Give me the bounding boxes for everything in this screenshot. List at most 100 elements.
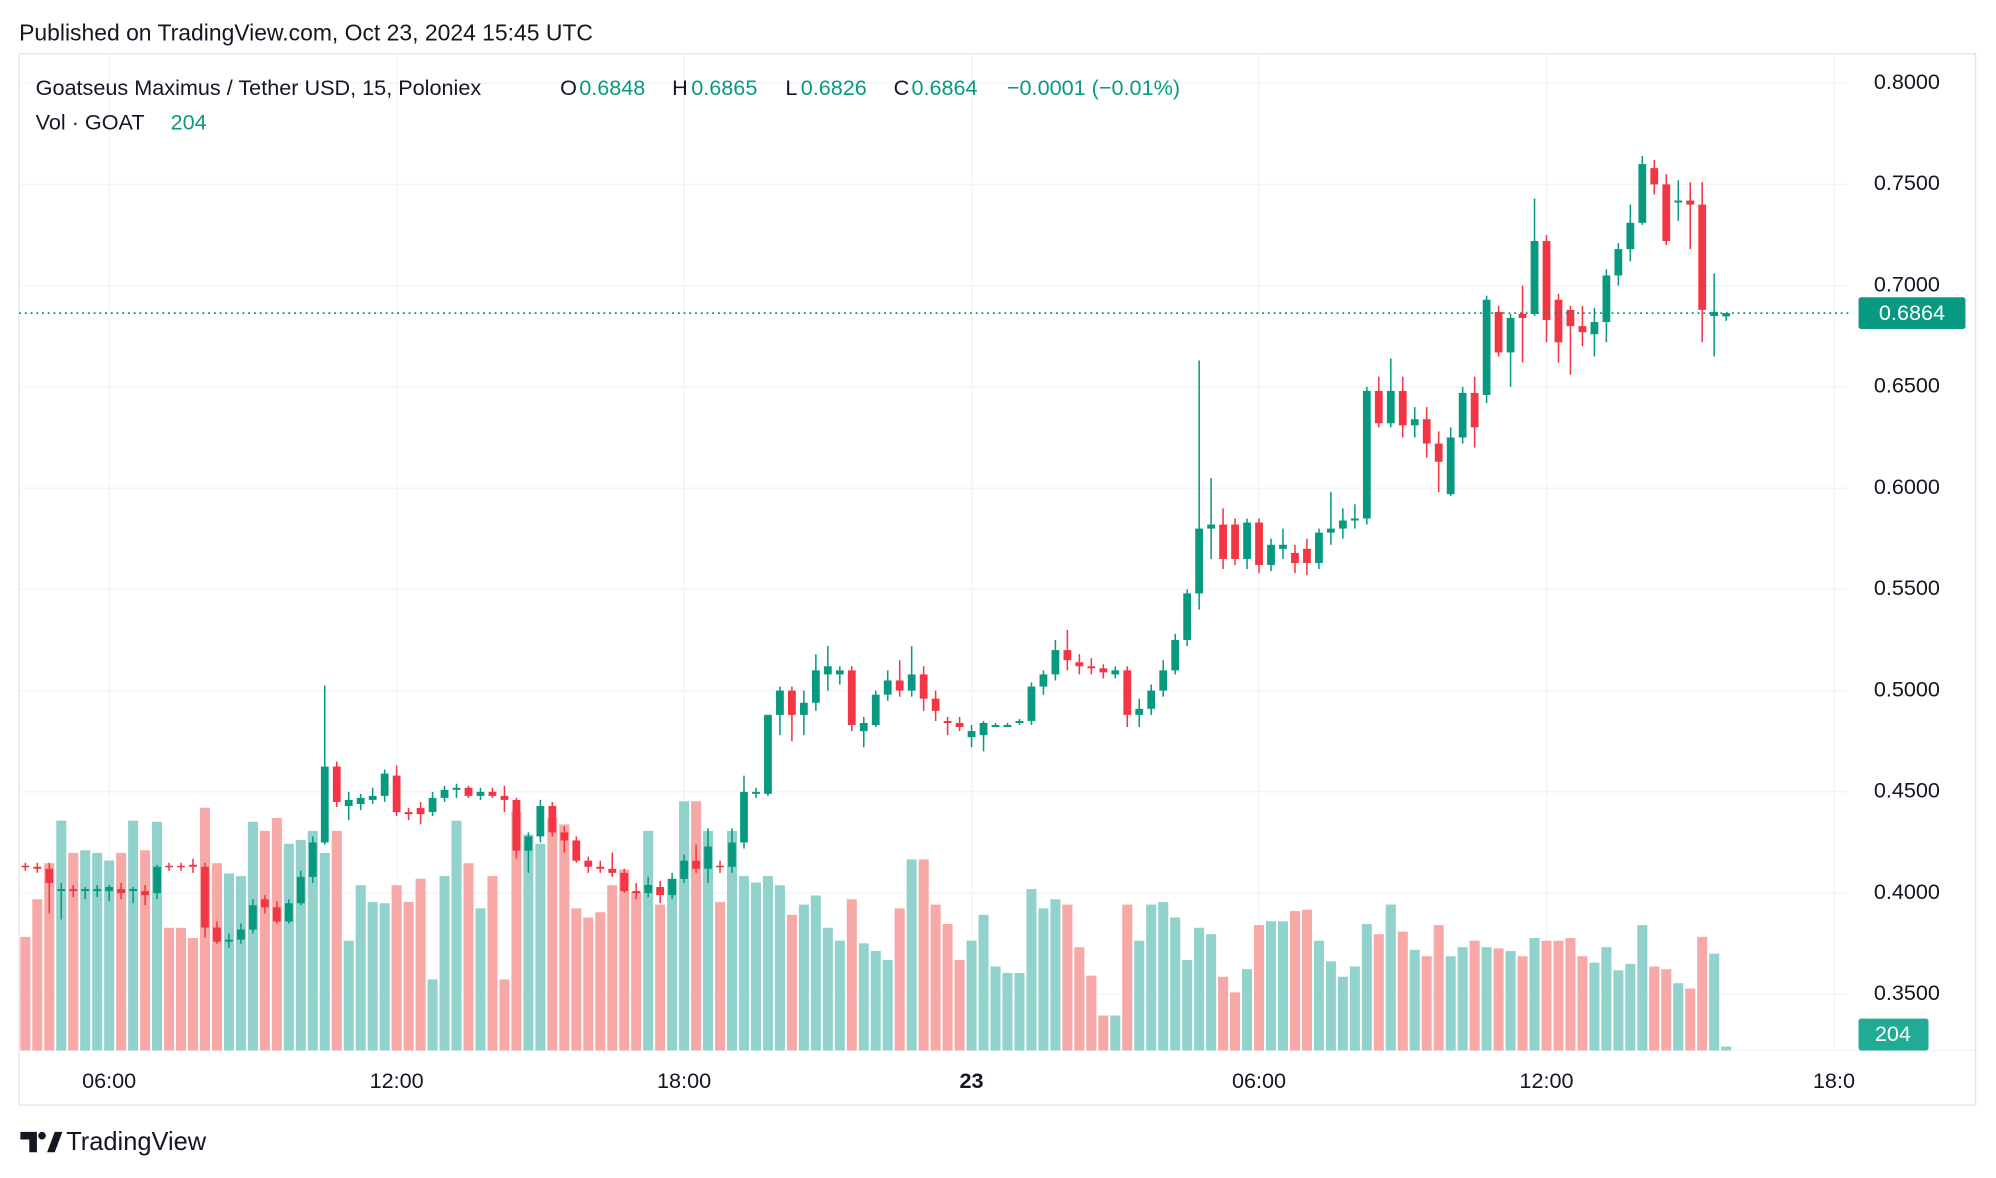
candle-body — [1087, 666, 1096, 669]
overlay: 0.3500 0.4000 0.4500 0.5000 0.5500 0.6000 0.65… — [19, 69, 1966, 1093]
candle-body — [1578, 326, 1587, 333]
volume-bar — [1397, 931, 1408, 1051]
candle-body — [1279, 544, 1287, 549]
candle-body — [105, 887, 114, 892]
volume-bar — [92, 852, 103, 1051]
volume-bar — [1110, 1015, 1121, 1051]
volume-bar — [1481, 947, 1492, 1051]
y-tick-label: 0.7500 — [1874, 170, 1940, 195]
candle-body — [548, 806, 557, 833]
volume-bar — [750, 882, 761, 1051]
volume-bar — [930, 904, 941, 1051]
candle-body — [1219, 524, 1227, 559]
volume-bar — [116, 852, 127, 1051]
candle-body — [1494, 311, 1503, 353]
volume-bar — [1625, 963, 1636, 1051]
candle-body — [1099, 668, 1108, 673]
candle-body — [1338, 520, 1347, 529]
volume-bar — [1373, 934, 1384, 1051]
volume-bar — [128, 820, 139, 1051]
candle-body — [1386, 390, 1395, 424]
candle-body — [1434, 443, 1443, 462]
volume-bar — [1457, 947, 1468, 1051]
volume-bar — [643, 830, 654, 1051]
y-tick-label: 0.4500 — [1874, 778, 1940, 803]
logo-part — [20, 1131, 37, 1153]
candle-body — [835, 670, 844, 675]
candle-body — [596, 866, 605, 869]
candle-body — [1243, 522, 1251, 559]
volume-legend-label: Vol · GOAT — [36, 109, 145, 134]
candle-body — [1183, 593, 1192, 640]
candle-body — [1123, 670, 1132, 715]
candle-body — [644, 885, 653, 894]
candle-body — [81, 889, 90, 892]
y-tick-label: 0.5000 — [1874, 676, 1940, 701]
candle-body — [213, 927, 221, 942]
candle-body — [1590, 322, 1599, 335]
volume-bar — [391, 885, 402, 1051]
volume-bar — [1565, 938, 1576, 1051]
y-tick-label: 0.7000 — [1874, 271, 1940, 296]
candle-body — [260, 899, 269, 908]
candle-body — [572, 840, 581, 861]
candle-body — [1566, 309, 1575, 327]
candle-body — [620, 872, 629, 892]
brand-name: TradingView — [66, 1128, 207, 1156]
legend-label: C — [894, 75, 910, 100]
candle-body — [500, 795, 509, 800]
volume-bar — [80, 850, 91, 1051]
volume-bar — [1230, 992, 1241, 1051]
volume-bar — [1122, 904, 1133, 1051]
volume-bar — [607, 885, 618, 1051]
x-tick-label: 06:00 — [1232, 1068, 1286, 1093]
volume-bar — [619, 869, 630, 1051]
candle-body — [728, 842, 736, 867]
volume-bar — [1577, 956, 1588, 1051]
candle-body — [967, 731, 976, 738]
volume-bar — [56, 820, 67, 1051]
candle-body — [680, 860, 688, 879]
x-tick-label: 06:00 — [82, 1068, 136, 1093]
volume-bar — [319, 852, 330, 1051]
candle-body — [776, 690, 784, 715]
x-tick-label: 12:00 — [370, 1068, 424, 1093]
volume-bar — [32, 899, 43, 1051]
volume-bar — [307, 830, 318, 1051]
volume-bar — [1517, 956, 1528, 1051]
candle-body — [847, 670, 856, 726]
candle-body — [1722, 313, 1731, 317]
y-tick-label: 0.4000 — [1874, 879, 1940, 904]
candle-body — [201, 866, 209, 928]
candle-body — [177, 865, 185, 868]
candle-body — [69, 889, 78, 892]
candle-body — [320, 766, 329, 843]
volume-bar — [1673, 983, 1684, 1051]
candle-body — [1374, 390, 1383, 424]
volume-bar — [1349, 966, 1360, 1051]
candle-body — [799, 702, 808, 715]
volume-bar — [427, 979, 438, 1051]
candle-body — [1063, 650, 1072, 661]
candle-body — [249, 905, 257, 930]
candle-body — [1362, 390, 1371, 519]
volume-bar — [140, 850, 151, 1051]
volume-bar — [1589, 962, 1600, 1051]
volume-bar — [1158, 901, 1169, 1051]
volume-bar — [1050, 899, 1061, 1051]
volume-bar — [738, 876, 750, 1051]
candle-body — [153, 866, 161, 894]
volume-bar — [655, 904, 666, 1051]
volume-bar — [211, 863, 222, 1051]
candle-body — [428, 797, 437, 813]
volume-bar — [1098, 1015, 1109, 1051]
candle-body — [440, 789, 449, 798]
volume-bar — [1265, 921, 1277, 1051]
candle-body — [452, 787, 461, 790]
volume-bars — [20, 801, 1732, 1051]
candle-body — [57, 889, 66, 892]
candle-body — [1446, 437, 1455, 495]
volume-bar — [559, 824, 570, 1051]
candle-body — [883, 680, 892, 695]
candle-body — [991, 725, 1000, 728]
